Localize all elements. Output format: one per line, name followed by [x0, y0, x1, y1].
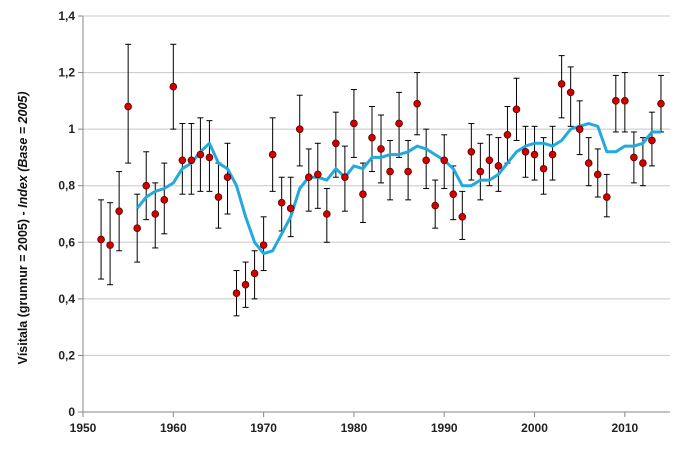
data-point — [431, 201, 440, 210]
data-point — [566, 88, 575, 97]
y-axis-label-italic: Index (Base = 2005) — [16, 91, 30, 207]
data-point — [530, 150, 539, 159]
gridlines — [83, 15, 670, 356]
y-axis-label-main: Vísitala (grunnur = 2005) - — [16, 208, 30, 365]
data-point — [621, 97, 629, 105]
data-point — [639, 159, 647, 167]
data-point — [341, 173, 349, 182]
data-point — [521, 147, 530, 156]
data-point — [323, 210, 331, 218]
data-point — [440, 156, 449, 165]
data-point — [359, 190, 367, 199]
data-point — [377, 145, 385, 153]
data-point — [575, 125, 584, 133]
error-bar — [567, 66, 574, 127]
data-point — [97, 235, 105, 244]
x-tick-label: 1980 — [341, 421, 368, 435]
x-tick-label: 1960 — [160, 421, 187, 435]
y-tick-label: 1,4 — [58, 9, 75, 23]
data-point — [178, 156, 187, 165]
y-axis-label: Vísitala (grunnur = 2005) - Index (Base … — [16, 91, 30, 364]
data-point — [277, 198, 286, 207]
data-point — [584, 159, 593, 167]
data-point — [133, 224, 141, 232]
x-tick-label: 1970 — [250, 421, 277, 435]
data-point — [404, 167, 412, 176]
data-point — [602, 193, 611, 201]
data-point — [250, 269, 259, 278]
x-tick-label: 2000 — [521, 421, 548, 435]
y-tick-label: 0,8 — [58, 179, 75, 193]
data-point — [350, 119, 358, 128]
x-tick-label: 1990 — [431, 421, 458, 435]
data-point — [630, 153, 638, 162]
data-point — [160, 196, 169, 204]
x-tick-label: 1950 — [70, 421, 97, 435]
data-point — [548, 150, 557, 159]
data-point — [169, 82, 178, 91]
data-point — [313, 170, 322, 179]
data-point — [205, 153, 214, 162]
data-point — [223, 173, 232, 182]
data-point — [593, 170, 602, 179]
data-point — [386, 167, 394, 176]
y-tick-label: 1,2 — [58, 66, 75, 80]
data-point — [142, 181, 151, 190]
data-point — [494, 162, 503, 170]
data-point — [395, 119, 403, 128]
y-tick-label: 0 — [68, 405, 75, 419]
data-point — [332, 139, 340, 148]
x-tick-labels: 1950 1960 1970 1980 1990 2000 2010 — [70, 421, 639, 435]
data-point — [232, 289, 241, 298]
data-point — [304, 173, 313, 182]
data-point — [106, 241, 114, 249]
data-point — [557, 80, 566, 88]
data-point — [467, 147, 476, 156]
y-tick-label: 0,6 — [58, 235, 75, 249]
data-point — [368, 133, 376, 142]
data-point — [259, 241, 268, 249]
y-tick-label: 0,2 — [58, 348, 75, 362]
y-tick-labels: 0 0,2 0,4 0,6 0,8 1 1,2 1,4 — [58, 9, 75, 419]
data-point — [124, 102, 132, 111]
data-points — [97, 80, 665, 298]
data-point — [286, 204, 295, 213]
data-point — [539, 164, 548, 173]
y-tick-label: 1 — [68, 122, 75, 136]
data-point — [268, 150, 277, 159]
y-tick-label: 0,4 — [58, 292, 75, 306]
data-point — [196, 150, 205, 159]
data-point — [449, 190, 458, 199]
data-point — [503, 131, 512, 139]
data-point — [115, 207, 123, 215]
data-point — [512, 105, 521, 114]
data-point — [214, 193, 223, 201]
data-point — [657, 99, 665, 108]
data-point — [485, 156, 494, 165]
data-point — [241, 280, 250, 289]
data-point — [476, 167, 485, 176]
data-point — [151, 210, 160, 218]
axes — [78, 15, 670, 417]
data-point — [413, 99, 421, 108]
data-point — [187, 156, 196, 165]
data-point — [295, 125, 304, 133]
data-point — [648, 136, 656, 145]
x-tick-label: 2010 — [611, 421, 638, 435]
data-point — [422, 156, 430, 165]
data-point — [458, 213, 467, 221]
data-point — [612, 97, 620, 105]
trend-line — [136, 122, 661, 256]
